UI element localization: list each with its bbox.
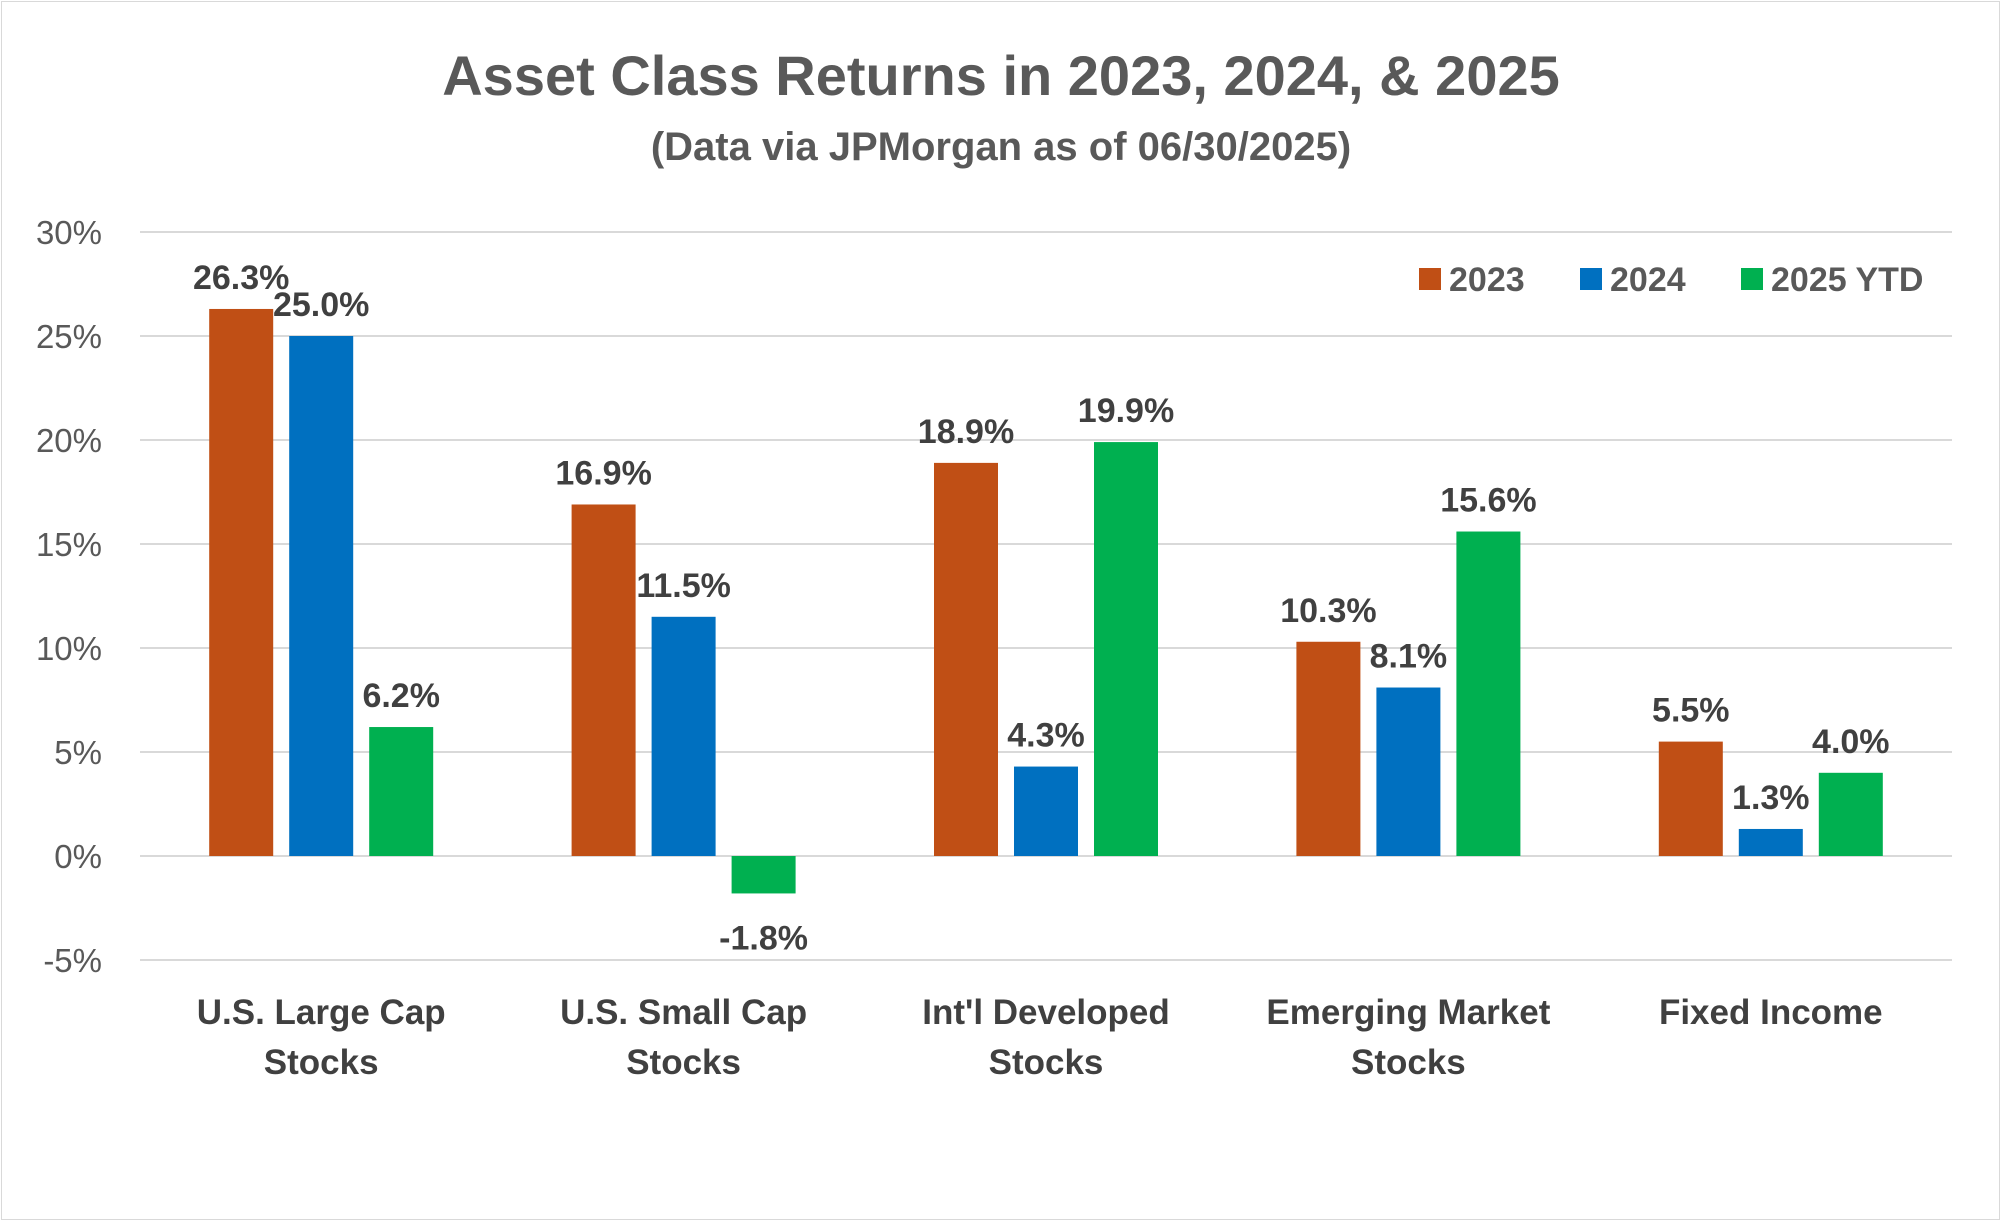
data-label: 5.5% <box>1652 692 1730 730</box>
x-category-label: Int'l Developed <box>922 993 1170 1032</box>
data-label: 19.9% <box>1078 392 1174 430</box>
bar-2025-ytd <box>1818 772 1883 856</box>
x-category-label: Fixed Income <box>1659 993 1883 1032</box>
legend: 2023 2024 2025 YTD <box>1419 261 1923 299</box>
x-category-label: Stocks <box>1351 1043 1466 1082</box>
bar-2024 <box>651 616 716 856</box>
legend-label: 2024 <box>1610 261 1686 299</box>
data-label: 25.0% <box>273 286 369 324</box>
chart-title: Asset Class Returns in 2023, 2024, & 202… <box>442 44 1560 107</box>
legend-label: 2023 <box>1449 261 1525 299</box>
bar-2024 <box>1738 828 1803 856</box>
data-label: -1.8% <box>719 919 808 957</box>
bar-2025-ytd <box>1094 442 1158 856</box>
y-tick-label: 10% <box>36 630 102 667</box>
y-tick-label: 20% <box>36 422 102 459</box>
bars <box>209 308 1883 894</box>
x-category-label: U.S. Large Cap <box>197 993 446 1032</box>
y-tick-label: 5% <box>54 734 102 771</box>
bar-2023 <box>934 462 998 856</box>
x-category-label: Stocks <box>626 1043 741 1082</box>
bar-2025-ytd <box>731 856 796 894</box>
data-label: 11.5% <box>636 567 731 605</box>
bar-2023 <box>1658 741 1723 856</box>
data-label: 4.3% <box>1007 717 1085 755</box>
y-tick-label: 25% <box>36 318 102 355</box>
data-label: 15.6% <box>1440 482 1536 520</box>
y-tick-label: 0% <box>54 838 102 875</box>
legend-swatch <box>1580 268 1602 290</box>
bar-2024 <box>289 336 354 856</box>
legend-label: 2025 YTD <box>1771 261 1923 299</box>
y-tick-label: 30% <box>36 214 102 251</box>
data-labels: 26.3%25.0% 6.2% 16.9% 11.5% -1.8% 18.9% 4.3% 19… <box>193 259 1890 957</box>
x-category-label: Stocks <box>989 1043 1104 1082</box>
x-category-label: Stocks <box>264 1043 379 1082</box>
bar-2025-ytd <box>1456 531 1521 856</box>
legend-swatch <box>1741 268 1763 290</box>
x-category-label: U.S. Small Cap <box>560 993 807 1032</box>
data-label: 26.3% <box>193 259 289 297</box>
data-label: 1.3% <box>1732 779 1810 817</box>
y-tick-label: -5% <box>43 942 102 979</box>
bar-2023 <box>1296 641 1361 856</box>
legend-swatch <box>1419 268 1441 290</box>
data-label: 18.9% <box>918 413 1014 451</box>
data-label: 8.1% <box>1370 638 1448 676</box>
data-label: 6.2% <box>362 677 440 715</box>
chart-subtitle: (Data via JPMorgan as of 06/30/2025) <box>651 125 1351 169</box>
bar-2023 <box>571 504 636 856</box>
bar-2024 <box>1014 766 1078 856</box>
y-tick-label: 15% <box>36 526 102 563</box>
x-axis-categories: U.S. Large Cap Stocks U.S. Small Cap Stocks… <box>197 993 1883 1082</box>
gridlines <box>140 231 1952 961</box>
data-label: 10.3% <box>1280 592 1376 630</box>
bar-2024 <box>1376 687 1441 856</box>
bar-2025-ytd <box>369 727 434 856</box>
data-label: 4.0% <box>1812 723 1890 761</box>
y-axis-ticks: 30% 25% 20% 15% 10% 5% 0% -5% <box>36 214 102 979</box>
bar-2023 <box>209 308 274 857</box>
x-category-label: Emerging Market <box>1266 993 1550 1032</box>
data-label: 16.9% <box>555 454 651 492</box>
